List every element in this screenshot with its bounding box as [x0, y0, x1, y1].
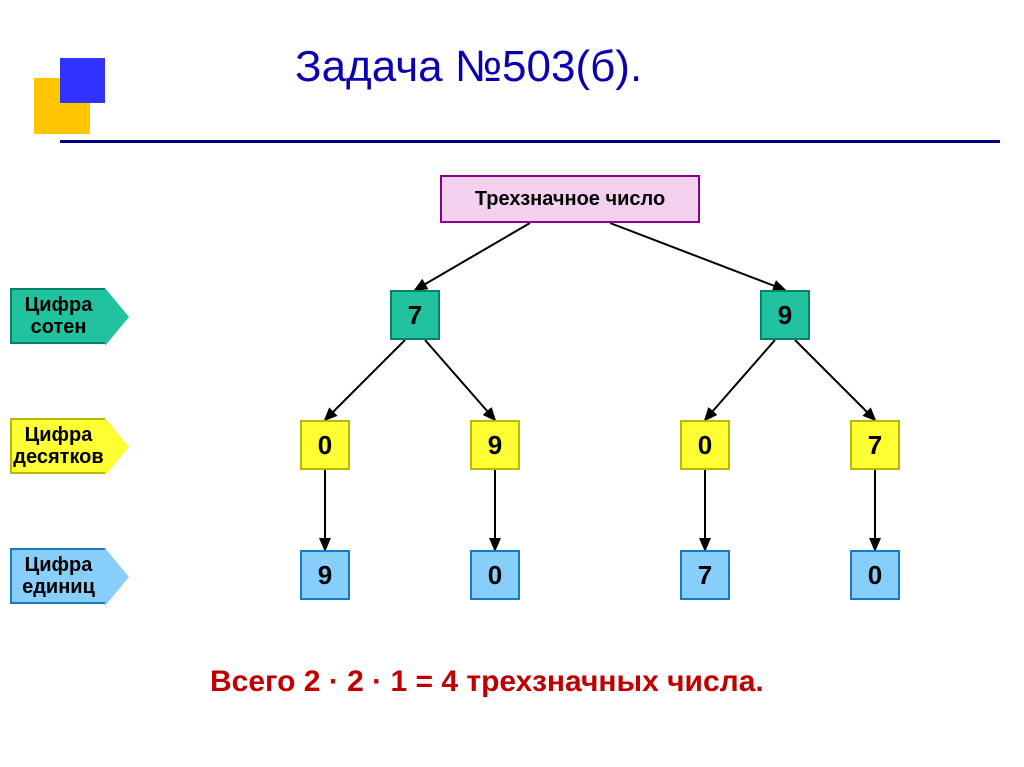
tree-connectors [0, 0, 1024, 767]
hundreds-node-1: 9 [760, 290, 810, 340]
tens-node-3: 7 [850, 420, 900, 470]
edge-3 [425, 340, 495, 420]
row-label-0: Цифра сотен [10, 288, 105, 344]
tens-node-3-label: 7 [868, 430, 882, 461]
tens-node-2-label: 0 [698, 430, 712, 461]
units-node-3-label: 0 [868, 560, 882, 591]
hundreds-node-1-label: 9 [778, 300, 792, 331]
tens-node-2: 0 [680, 420, 730, 470]
units-node-2-label: 7 [698, 560, 712, 591]
tens-node-1: 9 [470, 420, 520, 470]
edge-5 [795, 340, 875, 420]
answer-text: Всего 2 · 2 · 1 = 4 трехзначных числа. [210, 665, 764, 699]
hundreds-node-0-label: 7 [408, 300, 422, 331]
title-underline [60, 140, 1000, 143]
hundreds-node-0: 7 [390, 290, 440, 340]
decor-square-front [60, 58, 105, 103]
row-label-2: Цифра единиц [10, 548, 105, 604]
root-node: Трехзначное число [440, 175, 700, 223]
units-node-0: 9 [300, 550, 350, 600]
edge-0 [415, 223, 530, 290]
row-label-2-arrowhead [105, 548, 129, 606]
edge-2 [325, 340, 405, 420]
units-node-1-label: 0 [488, 560, 502, 591]
units-node-2: 7 [680, 550, 730, 600]
units-node-0-label: 9 [318, 560, 332, 591]
row-label-1-arrowhead [105, 418, 129, 476]
units-node-1: 0 [470, 550, 520, 600]
edge-4 [705, 340, 775, 420]
edge-1 [610, 223, 785, 290]
row-label-0-arrowhead [105, 288, 129, 346]
page-title: Задача №503(б). [295, 42, 642, 92]
units-node-3: 0 [850, 550, 900, 600]
row-label-1: Цифра десятков [10, 418, 105, 474]
root-node-label: Трехзначное число [475, 188, 665, 211]
tens-node-1-label: 9 [488, 430, 502, 461]
tens-node-0-label: 0 [318, 430, 332, 461]
tens-node-0: 0 [300, 420, 350, 470]
row-label-2-text: Цифра единиц [12, 554, 105, 598]
row-label-0-text: Цифра сотен [12, 294, 105, 338]
row-label-1-text: Цифра десятков [12, 424, 105, 468]
